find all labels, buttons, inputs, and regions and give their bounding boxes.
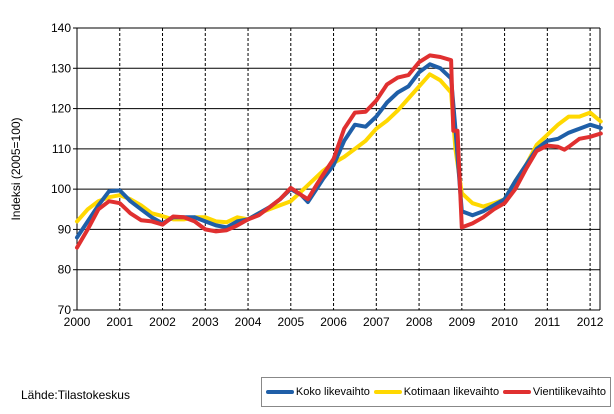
y-tick-label: 130	[51, 61, 71, 75]
legend-item: Kotimaan likevaihto	[373, 386, 500, 398]
x-tick-label: 2002	[149, 315, 176, 329]
series-line-2	[75, 53, 603, 250]
legend-swatch	[373, 390, 402, 394]
legend-item: Vientilikevaihto	[502, 386, 607, 398]
legend-label: Kotimaan likevaihto	[403, 386, 500, 398]
y-tick-label: 70	[58, 303, 72, 317]
x-tick-label: 2004	[235, 315, 262, 329]
legend: Koko likevaihto Kotimaan likevaihto Vien…	[261, 377, 611, 407]
x-tick-label: 2009	[448, 315, 475, 329]
legend-swatch	[265, 390, 294, 394]
x-tick-label: 2006	[320, 315, 347, 329]
source-note: Lähde:Tilastokeskus	[21, 388, 130, 402]
legend-label: Vientilikevaihto	[532, 386, 607, 398]
x-tick-label: 2010	[491, 315, 518, 329]
y-tick-label: 100	[51, 182, 71, 196]
legend-item: Koko likevaihto	[265, 386, 370, 398]
legend-label: Koko likevaihto	[295, 386, 370, 398]
y-tick-label: 120	[51, 102, 71, 116]
y-tick-label: 90	[58, 222, 72, 236]
series-line-0	[75, 62, 603, 240]
y-tick-label: 80	[58, 263, 72, 277]
x-tick-label: 2012	[577, 315, 604, 329]
x-tick-label: 2003	[192, 315, 219, 329]
y-axis-label: Indeksi (2005=100)	[9, 117, 23, 220]
x-tick-label: 2011	[534, 315, 560, 329]
y-tick-label: 140	[51, 21, 71, 35]
x-tick-label: 2007	[363, 315, 390, 329]
x-tick-label: 2005	[277, 315, 304, 329]
x-tick-label: 2008	[406, 315, 433, 329]
x-tick-label: 2001	[106, 315, 133, 329]
legend-swatch	[502, 390, 531, 394]
y-tick-label: 110	[52, 142, 71, 156]
x-tick-label: 2000	[64, 315, 91, 329]
